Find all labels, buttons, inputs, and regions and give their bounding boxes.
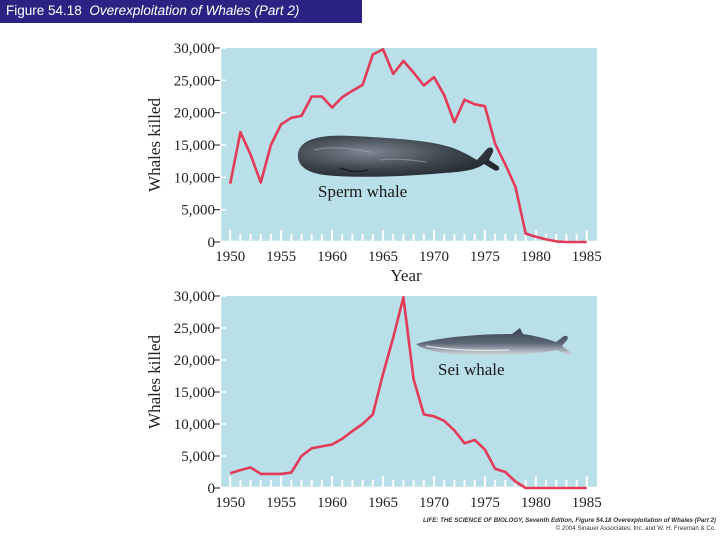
x-tick-label-sperm-1975: 1975 — [470, 249, 500, 265]
plot-area-sei — [220, 296, 597, 488]
x-tick-label-sei-1980: 1980 — [521, 495, 551, 511]
x-tick-label-sperm-1960: 1960 — [317, 249, 347, 265]
series-line-sperm — [228, 47, 587, 244]
x-tick-label-sperm-1970: 1970 — [419, 249, 449, 265]
y-axis-label-sperm: Whales killed — [145, 98, 164, 192]
x-tick-label-sei-1960: 1960 — [317, 495, 347, 511]
figure-credit: LIFE: THE SCIENCE OF BIOLOGY, Seventh Ed… — [364, 517, 716, 533]
x-tick-label-sperm-1950: 1950 — [215, 249, 245, 265]
figure-number: Figure 54.18 — [6, 3, 82, 18]
credit-line-2: © 2004 Sinauer Associates, Inc. and W. H… — [555, 525, 716, 532]
x-tick-label-sperm-1955: 1955 — [266, 249, 296, 265]
title-bar: Figure 54.18 Overexploitation of Whales … — [0, 0, 362, 23]
sperm-whale-illustration — [297, 135, 500, 177]
figure-subtitle: Overexploitation of Whales (Part 2) — [89, 3, 300, 18]
y-tick-label-sei-10000: 10,000 — [174, 417, 215, 433]
x-tick-label-sei-1965: 1965 — [368, 495, 398, 511]
y-tick-label-sei-30000: 30,000 — [174, 289, 215, 305]
y-tick-label-sperm-0: 0 — [208, 235, 216, 251]
y-tick-label-sperm-25000: 25,000 — [174, 73, 215, 89]
series-line-sei — [229, 295, 587, 490]
figure-title: Figure 54.18 Overexploitation of Whales … — [6, 3, 299, 18]
sei-whale-illustration — [416, 328, 571, 356]
x-axis-label-sperm: Year — [390, 266, 422, 285]
sperm-whale-chart: Sperm whale Whales killed Year 0 5,000 10,… — [145, 41, 602, 285]
sperm-whale-label: Sperm whale — [318, 182, 407, 201]
y-axis-label-sei: Whales killed — [145, 335, 164, 429]
y-tick-label-sei-0: 0 — [208, 481, 216, 497]
x-tick-label-sei-1970: 1970 — [419, 495, 449, 511]
x-tick-label-sei-1985: 1985 — [572, 495, 602, 511]
y-tick-label-sei-25000: 25,000 — [174, 321, 215, 337]
y-tick-label-sei-20000: 20,000 — [174, 353, 215, 369]
y-tick-label-sperm-15000: 15,000 — [174, 138, 215, 154]
x-tick-label-sperm-1965: 1965 — [368, 249, 398, 265]
y-tick-label-sei-15000: 15,000 — [174, 385, 215, 401]
x-tick-label-sei-1975: 1975 — [470, 495, 500, 511]
x-tick-label-sei-1955: 1955 — [266, 495, 296, 511]
credit-line-1: LIFE: THE SCIENCE OF BIOLOGY, Seventh Ed… — [422, 517, 716, 524]
x-tick-label-sei-1950: 1950 — [215, 495, 245, 511]
x-tick-label-sperm-1980: 1980 — [521, 249, 551, 265]
sei-whale-chart: Sei whale Whales killed 0 5,000 10,000 15,0… — [145, 289, 602, 511]
y-tick-label-sperm-10000: 10,000 — [174, 170, 215, 186]
y-tick-label-sei-5000: 5,000 — [181, 449, 215, 465]
y-tick-label-sperm-20000: 20,000 — [174, 106, 215, 122]
x-tick-label-sperm-1985: 1985 — [572, 249, 602, 265]
y-tick-label-sperm-30000: 30,000 — [174, 41, 215, 57]
sei-whale-label: Sei whale — [438, 360, 505, 379]
y-tick-label-sperm-5000: 5,000 — [181, 203, 215, 219]
